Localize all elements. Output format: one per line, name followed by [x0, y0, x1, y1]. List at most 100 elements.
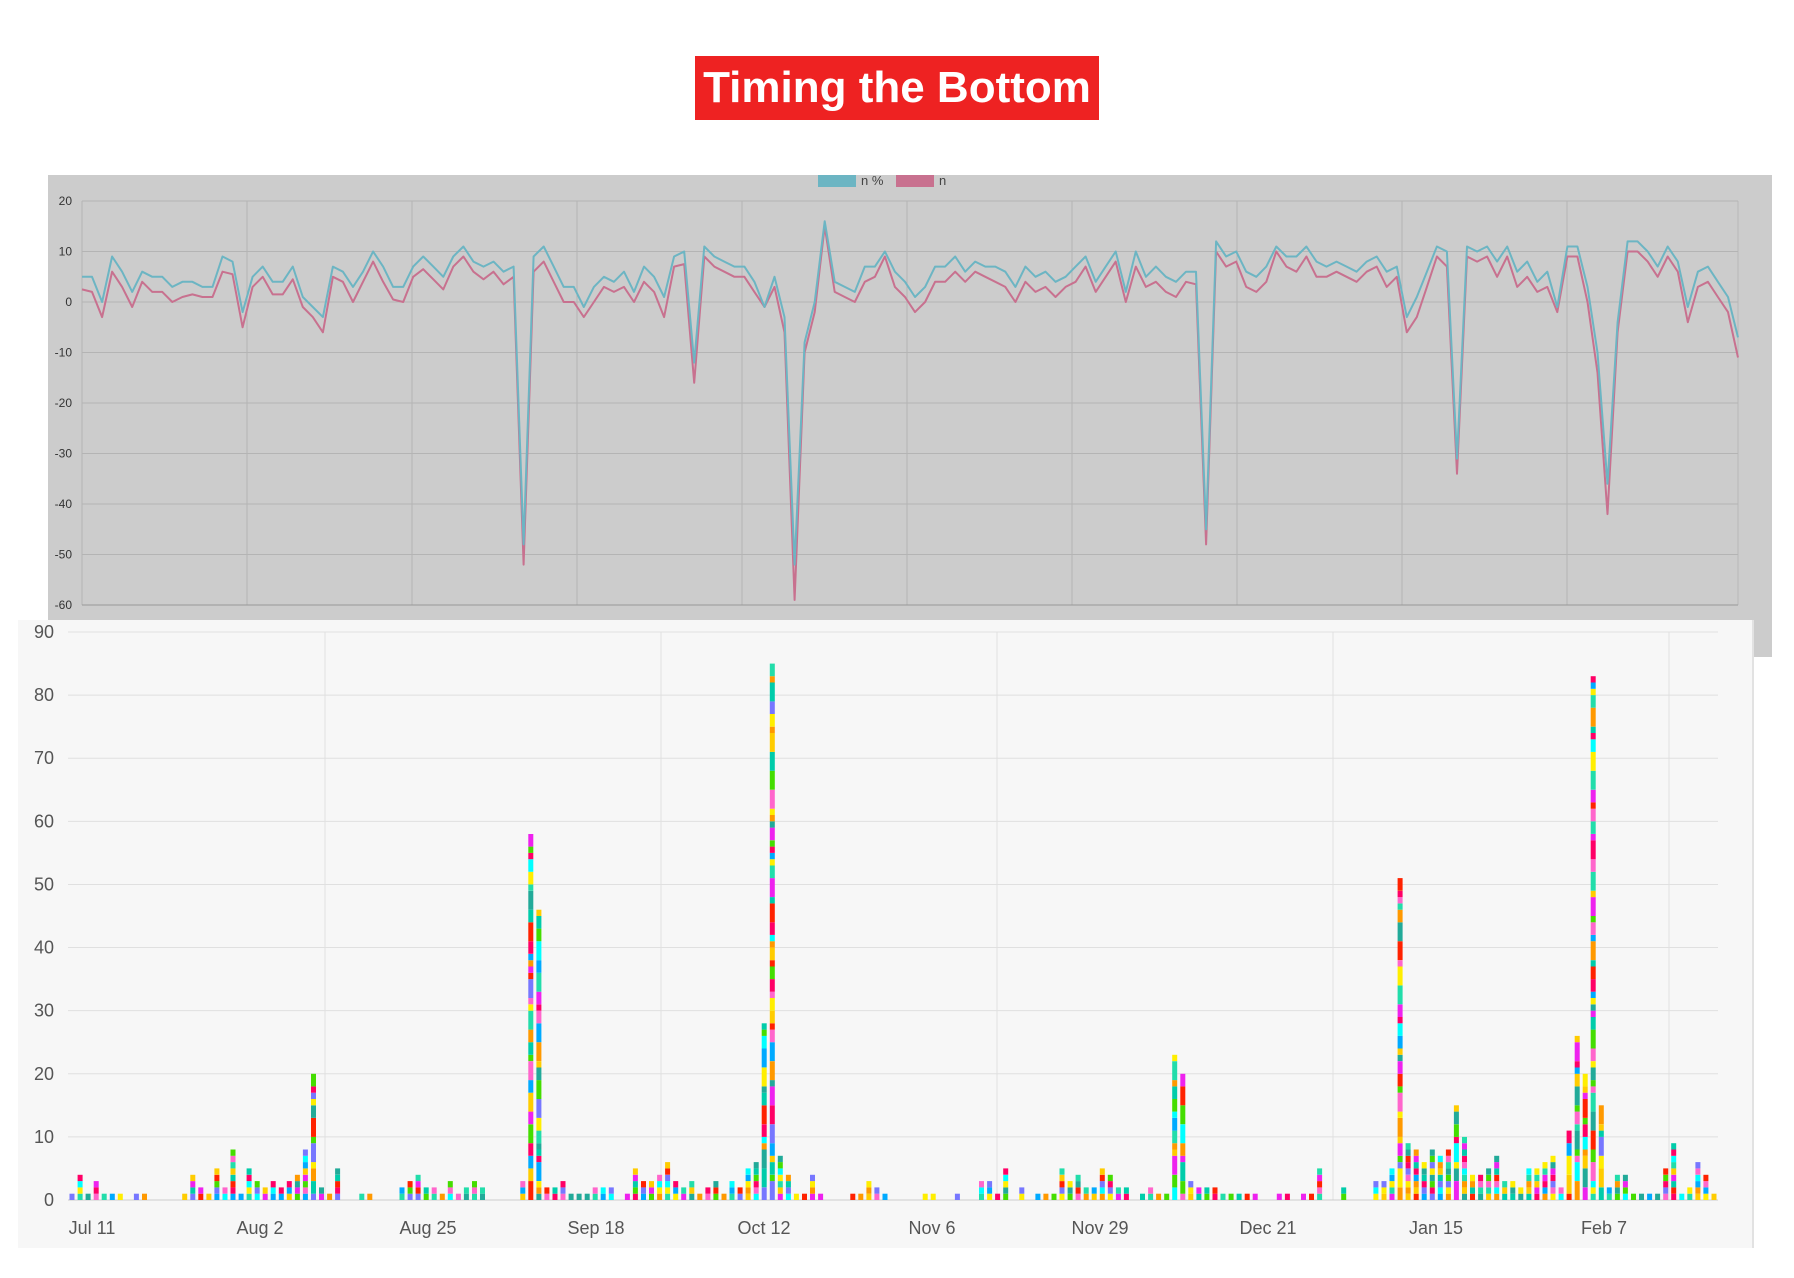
bar-segment: [769, 1181, 775, 1200]
bar-segment: [560, 1181, 566, 1188]
bar-segment: [665, 1174, 671, 1182]
bar-segment: [1196, 1187, 1202, 1194]
bar-segment: [1437, 1187, 1443, 1194]
bar-segment: [536, 1004, 542, 1011]
bar-segment: [1494, 1193, 1500, 1200]
bar-segment: [560, 1193, 566, 1200]
bar-segment: [1003, 1193, 1009, 1200]
bar-segment: [1421, 1181, 1427, 1188]
bar-segment: [1502, 1181, 1508, 1188]
bar-segment: [1148, 1193, 1154, 1200]
bar-segment: [777, 1168, 783, 1175]
bar-segment: [1445, 1149, 1451, 1156]
bar-segment: [311, 1086, 316, 1093]
bar-segment: [673, 1187, 679, 1194]
bar-segment: [1703, 1193, 1709, 1200]
bar-segment: [1445, 1155, 1451, 1163]
bar-segment: [761, 1035, 767, 1049]
bar-segment: [1510, 1193, 1516, 1200]
bar-segment: [528, 846, 534, 853]
bar-segment: [528, 1111, 534, 1125]
bar-segment: [302, 1168, 308, 1175]
bar-segment: [423, 1187, 429, 1194]
bar-segment: [230, 1193, 236, 1200]
bar-segment: [785, 1187, 791, 1194]
bar-segment: [1067, 1193, 1073, 1200]
y-tick-label: 0: [44, 1190, 54, 1210]
bar-segment: [769, 751, 775, 771]
bar-segment: [1421, 1174, 1427, 1182]
bar-segment: [979, 1181, 984, 1188]
bar-segment: [319, 1193, 324, 1200]
bar-segment: [1437, 1162, 1443, 1169]
bar-segment: [1671, 1168, 1677, 1175]
bar-segment: [793, 1193, 799, 1200]
bar-segment: [230, 1168, 236, 1175]
bar-segment: [230, 1162, 236, 1169]
bar-segment: [528, 1029, 534, 1043]
bar-segment: [133, 1193, 139, 1200]
bar-segment: [93, 1187, 99, 1194]
bar-segment: [1462, 1162, 1467, 1169]
bar-segment: [745, 1168, 751, 1175]
bar-segment: [77, 1174, 83, 1182]
bar-segment: [1389, 1193, 1395, 1200]
bar-segment: [1405, 1174, 1411, 1182]
bar-segment: [761, 1143, 767, 1150]
bar-segment: [850, 1193, 856, 1200]
bar-segment: [1381, 1187, 1387, 1194]
bar-segment: [713, 1181, 719, 1188]
bar-segment: [1550, 1155, 1556, 1163]
bar-segment: [528, 852, 534, 860]
bar-segment: [1051, 1193, 1057, 1200]
bar-segment: [1542, 1193, 1548, 1200]
bar-segment: [874, 1187, 880, 1194]
bar-segment: [270, 1187, 276, 1194]
bar-segment: [1663, 1174, 1669, 1182]
y-tick-label: 30: [34, 1001, 54, 1021]
x-tick-label: Jan 15: [1409, 1218, 1463, 1238]
bar-segment: [1172, 1130, 1178, 1144]
bar-segment: [769, 1174, 775, 1182]
bar-segment: [1172, 1080, 1178, 1087]
bar-segment: [729, 1181, 735, 1188]
bar-segment: [254, 1181, 260, 1188]
line-series-n-pct: [82, 220, 1739, 566]
y-tick-label: 60: [34, 811, 54, 831]
bar-segment: [1614, 1174, 1620, 1182]
bar-segment: [1582, 1118, 1588, 1125]
bar-segment: [1590, 1067, 1596, 1081]
bar-segment: [230, 1181, 236, 1188]
bar-segment: [777, 1155, 783, 1163]
bar-segment: [769, 1143, 775, 1156]
bar-segment: [1655, 1193, 1661, 1200]
bar-segment: [1188, 1193, 1194, 1200]
bar-segment: [1590, 991, 1596, 998]
bar-segment: [1470, 1193, 1475, 1200]
bar-segment: [1059, 1193, 1065, 1200]
bar-segment: [1542, 1162, 1548, 1169]
title-wrap: Timing the Bottom: [0, 56, 1794, 120]
bar-segment: [745, 1187, 751, 1194]
bar-segment: [1397, 1054, 1403, 1062]
y-tick-label: 10: [59, 245, 73, 259]
bar-segment: [1397, 966, 1403, 986]
bar-segment: [1598, 1168, 1604, 1188]
bar-segment: [1381, 1193, 1387, 1200]
bar-segment: [649, 1193, 654, 1200]
bar-segment: [319, 1187, 324, 1194]
bar-segment: [777, 1181, 783, 1188]
bar-segment: [882, 1193, 888, 1200]
bar-segment: [1397, 922, 1403, 942]
bar-segment: [536, 1042, 542, 1062]
y-tick-label: 0: [65, 295, 72, 309]
bar-segment: [1317, 1187, 1323, 1194]
bar-segment: [810, 1193, 815, 1200]
bar-segment: [302, 1174, 308, 1182]
bar-segment: [1172, 1155, 1178, 1175]
bar-segment: [1582, 1124, 1588, 1137]
bar-segment: [560, 1187, 566, 1194]
bar-segment: [1663, 1187, 1669, 1194]
bar-segment: [536, 991, 542, 1005]
bar-segment: [681, 1193, 687, 1200]
